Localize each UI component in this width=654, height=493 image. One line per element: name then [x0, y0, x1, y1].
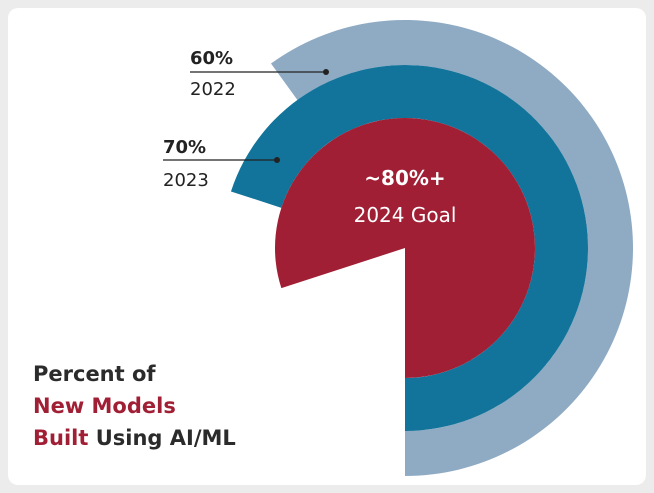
caption: New Models — [33, 394, 176, 418]
category-label: 2023 — [163, 170, 209, 191]
caption: Built Using AI/ML — [33, 426, 236, 450]
leader-dot — [274, 157, 280, 163]
rings — [230, 19, 633, 476]
ring — [274, 117, 535, 378]
category-label: 2024 Goal — [354, 203, 457, 227]
caption: Percent of — [33, 362, 156, 386]
caption: Built — [33, 426, 88, 450]
ring — [270, 19, 633, 476]
value-label: ~80%+ — [364, 166, 445, 190]
value-label: 70% — [163, 137, 206, 158]
ring — [230, 64, 588, 431]
value-label: 60% — [190, 48, 233, 69]
caption: Using AI/ML — [96, 426, 236, 450]
leader-dot — [323, 69, 329, 75]
category-label: 2022 — [190, 79, 236, 100]
